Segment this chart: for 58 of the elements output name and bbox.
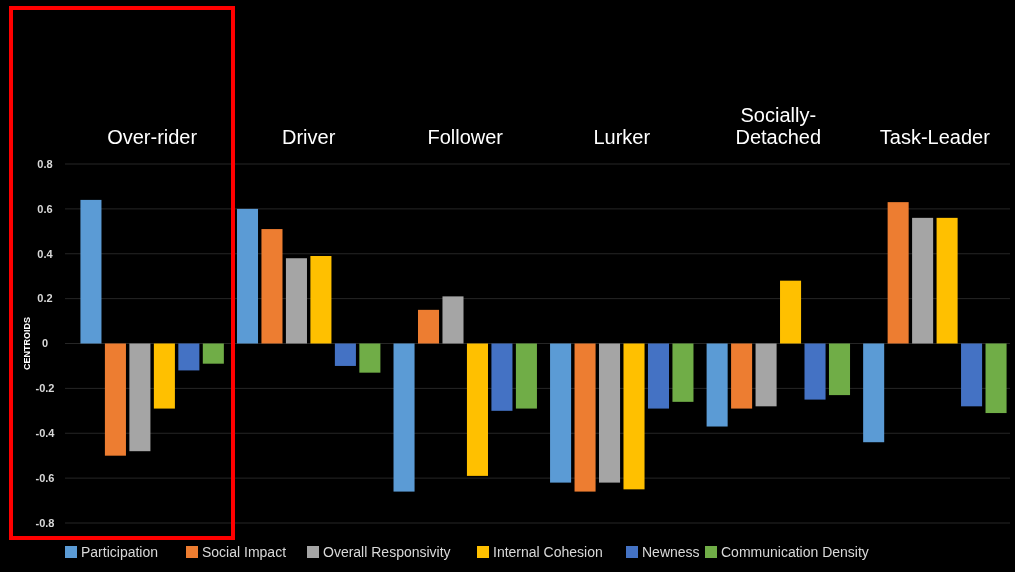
y-tick-label: 0.2 bbox=[37, 292, 53, 305]
bar bbox=[80, 199, 102, 344]
bar bbox=[706, 343, 728, 427]
bar bbox=[863, 343, 885, 443]
y-tick-label: 0.4 bbox=[37, 247, 54, 260]
bar bbox=[647, 343, 670, 409]
bar bbox=[104, 343, 126, 456]
bar bbox=[961, 343, 983, 407]
bar bbox=[804, 343, 826, 400]
bar bbox=[755, 343, 777, 407]
legend-label: Participation bbox=[81, 544, 159, 560]
y-tick-label: -0.8 bbox=[35, 516, 55, 529]
x-tick-label: Task-Leader bbox=[879, 126, 991, 148]
legend-label: Internal Cohesion bbox=[493, 544, 603, 560]
bar bbox=[599, 343, 621, 483]
legend-label: Overall Responsivity bbox=[323, 544, 451, 560]
bar bbox=[466, 343, 488, 476]
bar bbox=[178, 343, 200, 371]
bar bbox=[202, 343, 224, 364]
legend-label: Communication Density bbox=[721, 544, 869, 560]
bar bbox=[261, 229, 283, 344]
bar bbox=[912, 217, 934, 344]
bar bbox=[780, 280, 802, 344]
bar bbox=[985, 343, 1007, 414]
bar bbox=[153, 343, 175, 409]
legend-label: Newness bbox=[642, 544, 700, 560]
bar bbox=[236, 208, 259, 344]
y-tick-label: -0.6 bbox=[35, 471, 55, 484]
y-tick-label: 0.6 bbox=[37, 202, 53, 215]
bar bbox=[334, 343, 356, 366]
y-tick-label: 0.8 bbox=[37, 157, 53, 170]
x-tick-label: Lurker bbox=[593, 126, 651, 148]
bar bbox=[417, 309, 440, 344]
y-tick-label: 0 bbox=[41, 337, 49, 350]
bar bbox=[359, 343, 381, 373]
bar bbox=[731, 343, 753, 409]
bar bbox=[623, 343, 645, 490]
bar bbox=[393, 343, 415, 492]
bar bbox=[285, 258, 307, 344]
bar bbox=[310, 255, 332, 344]
x-tick-label: Follower bbox=[427, 126, 504, 148]
bar bbox=[129, 343, 151, 452]
bar bbox=[936, 217, 958, 344]
x-tick-label: Driver bbox=[282, 126, 336, 148]
y-tick-label: -0.2 bbox=[35, 382, 55, 395]
y-axis-title: CENTROIDS bbox=[22, 316, 32, 371]
bar bbox=[515, 343, 537, 409]
legend-label: Social Impact bbox=[202, 544, 287, 560]
bar bbox=[574, 343, 596, 492]
bar bbox=[672, 343, 694, 402]
x-tick-label: Over-rider bbox=[107, 126, 198, 148]
bar bbox=[887, 202, 909, 344]
bar bbox=[442, 296, 464, 344]
bar bbox=[828, 343, 851, 396]
bar bbox=[550, 343, 572, 483]
bar bbox=[491, 343, 513, 411]
x-tick-label: Socially-Detached bbox=[735, 104, 822, 148]
y-tick-label: -0.4 bbox=[35, 427, 56, 440]
